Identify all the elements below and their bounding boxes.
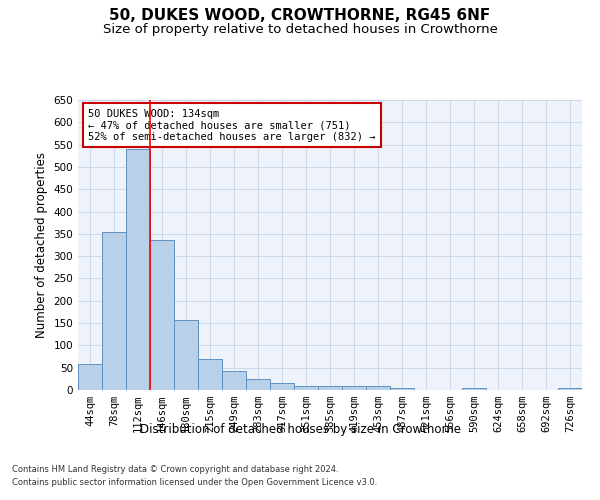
Bar — [558, 388, 582, 390]
Bar — [126, 149, 150, 390]
Bar — [294, 386, 318, 390]
Text: Contains public sector information licensed under the Open Government Licence v3: Contains public sector information licen… — [12, 478, 377, 487]
Bar — [78, 364, 102, 390]
Bar — [270, 383, 294, 390]
Bar — [174, 320, 198, 390]
Text: Size of property relative to detached houses in Crowthorne: Size of property relative to detached ho… — [103, 22, 497, 36]
Text: 50, DUKES WOOD, CROWTHORNE, RG45 6NF: 50, DUKES WOOD, CROWTHORNE, RG45 6NF — [109, 8, 491, 22]
Text: Contains HM Land Registry data © Crown copyright and database right 2024.: Contains HM Land Registry data © Crown c… — [12, 466, 338, 474]
Bar — [318, 386, 342, 390]
Bar — [246, 379, 270, 390]
Text: 50 DUKES WOOD: 134sqm
← 47% of detached houses are smaller (751)
52% of semi-det: 50 DUKES WOOD: 134sqm ← 47% of detached … — [88, 108, 376, 142]
Bar — [342, 386, 366, 390]
Bar — [366, 386, 390, 390]
Bar — [102, 232, 126, 390]
Bar — [150, 240, 174, 390]
Text: Distribution of detached houses by size in Crowthorne: Distribution of detached houses by size … — [139, 422, 461, 436]
Bar — [222, 372, 246, 390]
Bar — [198, 359, 222, 390]
Y-axis label: Number of detached properties: Number of detached properties — [35, 152, 48, 338]
Bar — [390, 388, 414, 390]
Bar — [462, 388, 486, 390]
